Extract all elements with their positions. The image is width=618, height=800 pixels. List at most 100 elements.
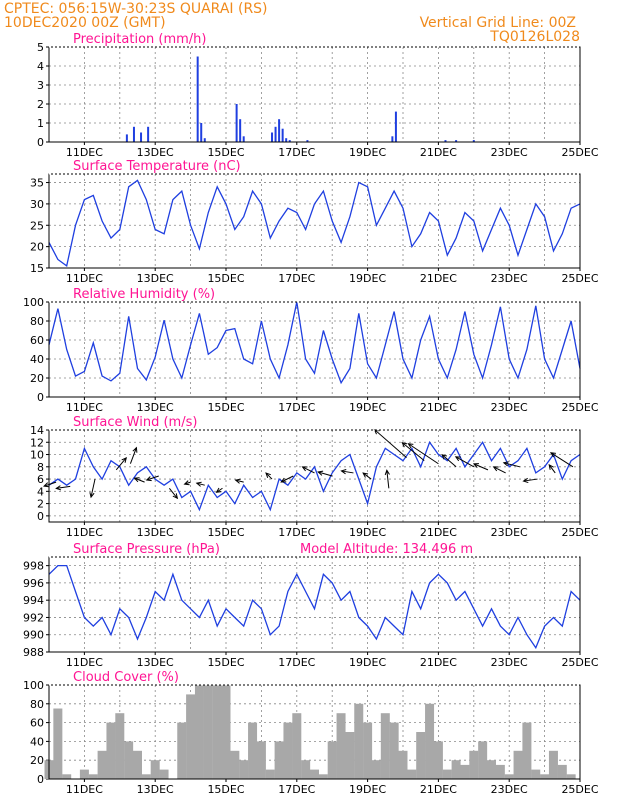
cloud-bar bbox=[442, 769, 452, 779]
wind-arrow bbox=[374, 429, 407, 458]
panel-frame bbox=[48, 46, 581, 143]
cloud-bar bbox=[371, 760, 381, 779]
cloud-bar bbox=[487, 760, 496, 779]
cloud-bar bbox=[106, 722, 116, 779]
wind-arrow bbox=[548, 464, 556, 474]
panel-5: Cloud Cover (%) 0 20 40 60 80 100 11DEC 13DEC 15D… bbox=[23, 670, 599, 796]
x-tick-label: 17DEC bbox=[278, 526, 315, 539]
x-tick-label: 25DEC bbox=[561, 526, 598, 539]
cloud-bar bbox=[221, 685, 231, 779]
precip-bar bbox=[288, 140, 291, 142]
y-tick-label: 35 bbox=[30, 177, 44, 190]
wind-arrow bbox=[523, 478, 538, 482]
x-tick-label: 11DEC bbox=[66, 272, 103, 285]
x-tick-label: 17DEC bbox=[278, 783, 315, 796]
wind-arrow bbox=[129, 447, 137, 464]
x-tick-label: 23DEC bbox=[491, 526, 528, 539]
cloud-bar bbox=[177, 722, 187, 779]
wind-arrow-head bbox=[234, 478, 241, 484]
x-tick-label: 11DEC bbox=[66, 401, 103, 414]
x-tick-label: 15DEC bbox=[207, 526, 244, 539]
x-tick-label: 13DEC bbox=[137, 656, 174, 669]
y-tick-label: 0 bbox=[37, 510, 44, 523]
precip-bar bbox=[200, 123, 203, 142]
x-tick-label: 21DEC bbox=[420, 783, 457, 796]
cloud-bar bbox=[451, 760, 461, 779]
x-tick-label: 17DEC bbox=[278, 272, 315, 285]
precip-bar bbox=[281, 128, 284, 142]
wind-arrow bbox=[43, 481, 57, 487]
x-tick-label: 17DEC bbox=[278, 401, 315, 414]
cloud-bar bbox=[53, 708, 63, 779]
y-tick-label: 998 bbox=[23, 560, 44, 573]
wind-arrow bbox=[341, 470, 354, 474]
cloud-bar bbox=[380, 713, 390, 779]
wind-arrow-head bbox=[407, 443, 414, 449]
panel-title: Cloud Cover (%) bbox=[73, 670, 179, 685]
wind-arrow-head bbox=[548, 464, 554, 470]
x-tick-label: 25DEC bbox=[561, 272, 598, 285]
cloud-bar bbox=[504, 774, 514, 779]
wind-arrow bbox=[473, 463, 489, 471]
precip-bar bbox=[140, 132, 143, 142]
x-tick-label: 17DEC bbox=[278, 656, 315, 669]
precip-bar bbox=[394, 111, 397, 142]
precip-bar bbox=[472, 140, 475, 142]
cloud-bar bbox=[416, 732, 426, 779]
x-tick-label: 25DEC bbox=[561, 146, 598, 159]
precip-bar bbox=[285, 138, 288, 142]
wind-arrow-head bbox=[42, 482, 50, 488]
y-tick-label: 5 bbox=[37, 41, 44, 54]
cloud-bar bbox=[133, 750, 142, 779]
cloud-bar bbox=[354, 703, 364, 779]
panel-title: Precipitation (mm/h) bbox=[73, 32, 206, 47]
x-tick-label: 23DEC bbox=[491, 783, 528, 796]
precip-bar bbox=[239, 119, 242, 142]
cloud-bar bbox=[97, 750, 107, 779]
wind-arrow-head bbox=[89, 492, 95, 499]
y-tick-label: 0 bbox=[37, 136, 44, 149]
wind-arrow bbox=[362, 472, 372, 480]
panel-title: Surface Pressure (hPa) bbox=[73, 542, 220, 557]
wind-arrow-head bbox=[265, 472, 271, 478]
panel-title: Relative Humidity (%) bbox=[73, 287, 215, 302]
cloud-bar bbox=[274, 741, 284, 779]
wind-arrow-head bbox=[215, 487, 222, 493]
wind-arrow-head bbox=[133, 477, 140, 483]
x-tick-label: 13DEC bbox=[137, 272, 174, 285]
cloud-bar bbox=[301, 760, 311, 779]
x-tick-label: 13DEC bbox=[137, 526, 174, 539]
x-tick-label: 19DEC bbox=[349, 146, 386, 159]
precip-bar bbox=[203, 138, 206, 142]
x-tick-label: 15DEC bbox=[207, 146, 244, 159]
precip-bar bbox=[455, 140, 458, 142]
x-tick-label: 13DEC bbox=[137, 401, 174, 414]
x-tick-label: 11DEC bbox=[66, 146, 103, 159]
wind-arrow bbox=[196, 482, 205, 486]
x-tick-label: 19DEC bbox=[349, 272, 386, 285]
x-tick-label: 19DEC bbox=[349, 401, 386, 414]
wind-arrow-head bbox=[502, 461, 509, 467]
series-line bbox=[48, 564, 581, 650]
cloud-bar bbox=[239, 760, 249, 779]
cloud-bar bbox=[566, 774, 576, 779]
y-tick-label: 994 bbox=[23, 594, 44, 607]
wind-arrow-head bbox=[384, 469, 390, 476]
cloud-bar bbox=[292, 713, 302, 779]
panel-annotation: Model Altitude: 134.496 m bbox=[300, 542, 473, 557]
cloud-bar bbox=[363, 722, 373, 779]
y-tick-label: 100 bbox=[23, 679, 44, 692]
x-tick-label: 25DEC bbox=[561, 656, 598, 669]
cloud-bar bbox=[79, 769, 89, 779]
y-tick-label: 2 bbox=[37, 98, 44, 111]
y-tick-label: 6 bbox=[37, 473, 44, 486]
y-tick-label: 3 bbox=[37, 79, 44, 92]
wind-arrow bbox=[235, 479, 244, 483]
y-tick-label: 100 bbox=[23, 296, 44, 309]
cloud-bar bbox=[141, 774, 151, 779]
x-tick-label: 19DEC bbox=[349, 783, 386, 796]
wind-arrow bbox=[168, 487, 178, 499]
cloud-bar bbox=[230, 750, 240, 779]
wind-arrow bbox=[216, 487, 223, 493]
y-tick-label: 4 bbox=[37, 485, 44, 498]
